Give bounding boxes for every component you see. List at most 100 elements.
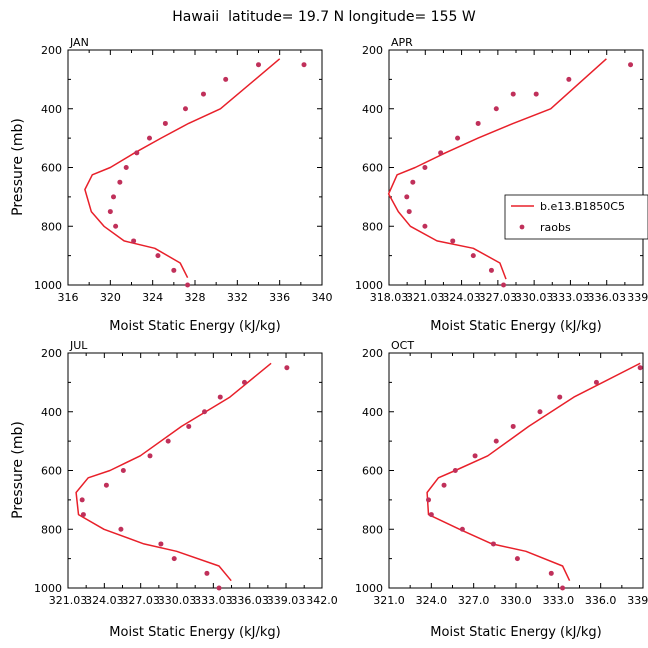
x-tick-label: 321.03 [406, 291, 445, 304]
x-tick-label: 333.03 [194, 594, 233, 607]
raobs-point [490, 541, 496, 547]
raobs-point [185, 282, 191, 288]
model-line [426, 362, 641, 582]
raobs-point [452, 468, 458, 473]
x-tick-label: 324 [142, 291, 163, 304]
y-axis-label-top: Pressure (mb) [10, 118, 26, 216]
x-tick-label: 336.03 [587, 291, 626, 304]
panel-jan: JAN 316 320 324 328 332 336 340 200 400 600 800 10… [34, 36, 333, 334]
panel-title: JUL [69, 339, 88, 352]
x-axis: 321.03324.03327.03330.03333.03336.03339.… [49, 353, 338, 607]
raobs-point [450, 238, 456, 244]
x-axis-label: Moist Static Energy (kJ/kg) [109, 625, 280, 640]
raobs-point [493, 106, 499, 112]
raobs-point [566, 76, 572, 82]
x-tick-label: 336.0 [585, 594, 617, 607]
raobs-point [548, 570, 554, 576]
y-tick-label: 200 [362, 44, 383, 57]
y-tick-label: 800 [41, 220, 62, 233]
x-tick-label: 327.0 [458, 594, 490, 607]
y-axis: 200 400 600 800 1000 [355, 44, 643, 292]
raobs-point [410, 179, 416, 185]
x-tick-label: 342.0 [306, 594, 338, 607]
raobs-point [147, 453, 153, 459]
x-tick-label: 340 [312, 291, 333, 304]
x-tick-label: 339.03 [267, 594, 306, 607]
panel-oct: OCT 321.0324.0327.0330.0333.0336.0339.0 … [355, 339, 648, 640]
x-tick-label: 339.0 [627, 291, 648, 304]
y-axis: 200 400 600 800 1000 [34, 347, 322, 595]
raobs-point [165, 438, 171, 444]
raobs-point [301, 62, 307, 68]
x-tick-label: 327.03 [121, 594, 160, 607]
raobs-point [256, 62, 261, 68]
raobs-point [459, 526, 465, 532]
raobs-point [146, 135, 152, 141]
raobs-point [241, 379, 247, 385]
x-axis-label: Moist Static Energy (kJ/kg) [109, 319, 280, 334]
x-tick-label: 324.03 [85, 594, 124, 607]
x-tick-label: 321.0 [373, 594, 405, 607]
raobs-point [204, 570, 210, 576]
y-tick-label: 400 [362, 406, 383, 419]
raobs-point [428, 512, 434, 518]
x-axis: 316 320 324 328 332 336 340 [58, 50, 333, 304]
raobs-point [118, 526, 124, 532]
raobs-point [501, 282, 507, 288]
raobs-point [171, 267, 177, 273]
raobs-point [158, 541, 164, 547]
raobs-point [284, 365, 290, 371]
raobs-point [131, 238, 137, 244]
raobs-point [171, 556, 177, 562]
raobs-point [493, 438, 499, 444]
x-axis-label: Moist Static Energy (kJ/kg) [430, 319, 601, 334]
x-tick-label: 330.03 [515, 291, 554, 304]
x-tick-label: 321.03 [49, 594, 88, 607]
raobs-point [488, 267, 494, 273]
raobs-point [426, 497, 432, 503]
y-axis: 200 400 600 800 1000 [34, 44, 322, 292]
raobs-point [113, 223, 119, 229]
x-axis: 318.03321.03324.03327.03330.03333.03336.… [370, 50, 648, 304]
raobs-point [200, 91, 206, 97]
y-tick-label: 600 [41, 162, 62, 175]
raobs-point [475, 120, 481, 126]
raobs-point [593, 379, 599, 385]
plot-frame [388, 352, 644, 589]
raobs-point [134, 150, 140, 156]
raobs-point [406, 209, 412, 215]
x-tick-label: 324.0 [416, 594, 448, 607]
x-tick-label: 330.0 [500, 594, 532, 607]
raobs-point [441, 482, 447, 488]
y-tick-label: 1000 [355, 279, 383, 292]
y-tick-label: 600 [41, 465, 62, 478]
y-tick-label: 400 [41, 103, 62, 116]
panel-jul: JUL 321.03324.03327.03330.03333.03336.03… [34, 339, 338, 640]
legend-marker-swatch [519, 224, 525, 230]
raobs-point [202, 409, 208, 415]
y-tick-label: 200 [41, 44, 62, 57]
raobs-point [422, 223, 428, 229]
raobs-point [422, 165, 428, 170]
x-tick-label: 333.03 [551, 291, 590, 304]
raobs-point [107, 209, 113, 215]
legend-box [504, 194, 648, 240]
raobs-point [455, 135, 461, 141]
model-line [387, 58, 607, 280]
x-tick-label: 320 [100, 291, 121, 304]
raobs-point [162, 120, 168, 126]
panel-apr: APR 318.03321.03324.03327.03330.03333.03… [355, 36, 648, 334]
raobs-point [186, 423, 192, 429]
raobs-point [103, 482, 109, 488]
y-axis: 200 400 600 800 1000 [355, 347, 643, 595]
y-tick-label: 1000 [355, 582, 383, 595]
raobs-point [472, 453, 478, 459]
raobs-point [216, 585, 222, 591]
y-tick-label: 600 [362, 162, 383, 175]
series-model [84, 58, 281, 279]
y-tick-label: 1000 [34, 279, 62, 292]
y-tick-label: 400 [41, 406, 62, 419]
x-axis: 321.0 324.0 327.0 330.0 333.0 336.0 339.0 [373, 353, 648, 607]
series-raobs [404, 62, 634, 288]
